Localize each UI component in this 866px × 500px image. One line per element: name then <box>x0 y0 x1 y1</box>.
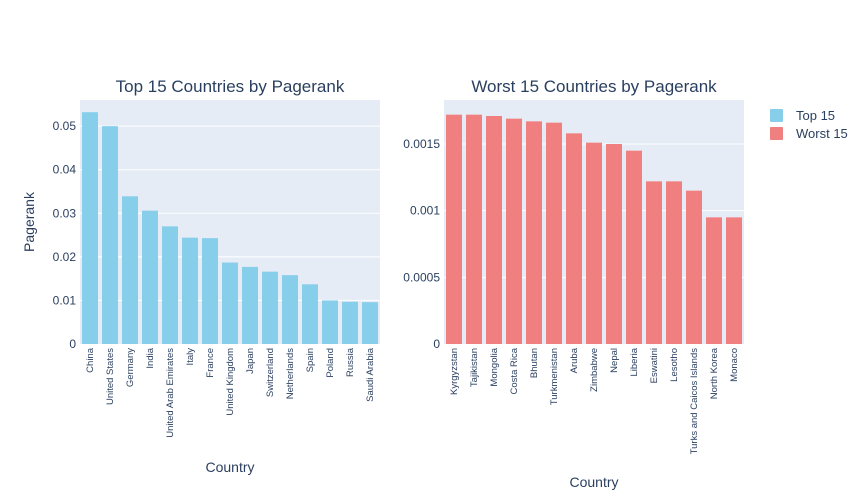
x-axis-title: Country <box>205 459 254 475</box>
bar-north-korea[interactable] <box>706 217 722 344</box>
x-tick-label: Tajikistan <box>469 348 480 387</box>
x-tick-label: Poland <box>325 348 336 378</box>
x-tick-label: Kyrgyzstan <box>449 348 460 395</box>
bar-china[interactable] <box>82 112 98 344</box>
legend-swatch <box>770 127 783 140</box>
x-tick-label: Turks and Caicos Islands <box>689 348 700 455</box>
chart-title: Worst 15 Countries by Pagerank <box>471 77 717 96</box>
y-tick-labels: 0 0.0005 0.001 0.0015 <box>403 137 440 351</box>
bar-poland[interactable] <box>322 300 338 344</box>
y-tick-label: 0 <box>69 337 76 351</box>
legend-label: Worst 15 <box>796 126 848 141</box>
x-tick-label: United Arab Emirates <box>165 348 176 438</box>
x-tick-label: Aruba <box>569 347 580 373</box>
legend-item-top15[interactable]: Top 15 <box>770 108 835 123</box>
x-tick-label: Japan <box>245 348 256 374</box>
chart-title: Top 15 Countries by Pagerank <box>116 77 345 96</box>
x-tick-label: China <box>85 347 96 373</box>
bar-series-top15 <box>82 112 378 345</box>
x-tick-label: Liberia <box>629 347 640 376</box>
bar-netherlands[interactable] <box>282 275 298 344</box>
bar-zimbabwe[interactable] <box>586 142 602 344</box>
bar-japan[interactable] <box>242 266 258 344</box>
x-tick-label: Costa Rica <box>509 347 520 394</box>
y-tick-label: 0.02 <box>53 250 77 264</box>
y-tick-label: 0.04 <box>53 163 77 177</box>
y-tick-label: 0 <box>433 337 440 351</box>
x-tick-label: India <box>145 347 156 368</box>
bar-series-worst15 <box>446 114 742 345</box>
x-tick-label: United Kingdom <box>225 348 236 416</box>
bar-spain[interactable] <box>302 284 318 344</box>
x-axis-title: Country <box>569 474 618 490</box>
bar-turks-and-caicos-islands[interactable] <box>686 190 702 344</box>
x-tick-label: Spain <box>305 348 316 372</box>
x-tick-label: Monaco <box>729 348 740 382</box>
bar-eswatini[interactable] <box>646 181 662 344</box>
x-tick-label: France <box>205 348 216 378</box>
x-tick-label: Turkmenistan <box>549 348 560 405</box>
x-tick-label: Zimbabwe <box>589 348 600 392</box>
bar-india[interactable] <box>142 210 158 344</box>
bar-lesotho[interactable] <box>666 181 682 344</box>
x-tick-label: Eswatini <box>649 348 660 383</box>
bar-liberia[interactable] <box>626 150 642 344</box>
y-tick-label: 0.001 <box>410 204 440 218</box>
bar-aruba[interactable] <box>566 133 582 344</box>
x-tick-label: Netherlands <box>285 348 296 399</box>
y-tick-label: 0.01 <box>53 293 77 307</box>
y-tick-label: 0.0005 <box>403 270 440 284</box>
bar-saudi-arabia[interactable] <box>362 302 378 344</box>
bar-united-kingdom[interactable] <box>222 262 238 344</box>
top15-subplot: 0 0.01 0.02 0.03 0.04 0.05 China United States… <box>21 77 380 475</box>
bar-costa-rica[interactable] <box>506 118 522 345</box>
x-tick-label: Nepal <box>609 348 620 373</box>
bar-united-arab-emirates[interactable] <box>162 226 178 344</box>
x-tick-labels: Kyrgyzstan Tajikistan Mongolia Costa Rica Bh… <box>449 347 740 454</box>
x-tick-label: Germany <box>125 348 136 387</box>
bar-kyrgyzstan[interactable] <box>446 114 462 345</box>
legend-swatch <box>770 109 783 122</box>
bar-mongolia[interactable] <box>486 116 502 344</box>
y-tick-label: 0.03 <box>53 206 77 220</box>
legend-item-worst15[interactable]: Worst 15 <box>770 126 848 141</box>
x-tick-label: Mongolia <box>489 347 500 386</box>
y-tick-label: 0.05 <box>53 119 77 133</box>
legend-label: Top 15 <box>796 108 835 123</box>
bar-bhutan[interactable] <box>526 121 542 344</box>
x-tick-label: Saudi Arabia <box>365 347 376 402</box>
y-tick-labels: 0 0.01 0.02 0.03 0.04 0.05 <box>53 119 77 351</box>
bar-france[interactable] <box>202 238 218 344</box>
x-tick-label: Switzerland <box>265 348 276 397</box>
x-tick-label: Bhutan <box>529 348 540 378</box>
bar-tajikistan[interactable] <box>466 114 482 345</box>
x-tick-label: United States <box>105 348 116 405</box>
legend[interactable]: Top 15 Worst 15 <box>770 108 848 141</box>
x-tick-label: North Korea <box>709 347 720 399</box>
bar-russia[interactable] <box>342 301 358 344</box>
bar-germany[interactable] <box>122 196 138 344</box>
x-tick-labels: China United States Germany India United Ara… <box>85 347 376 437</box>
bar-italy[interactable] <box>182 237 198 344</box>
bar-nepal[interactable] <box>606 144 622 344</box>
x-tick-label: Russia <box>345 347 356 377</box>
bar-switzerland[interactable] <box>262 271 278 344</box>
bar-monaco[interactable] <box>726 217 742 344</box>
y-tick-label: 0.0015 <box>403 137 440 151</box>
bar-united-states[interactable] <box>102 126 118 345</box>
x-tick-label: Italy <box>185 348 196 366</box>
worst15-subplot: 0 0.0005 0.001 0.0015 Kyrgyzstan Tajikistan M… <box>403 77 744 490</box>
y-axis-title: Pagerank <box>21 191 37 252</box>
x-tick-label: Lesotho <box>669 348 680 382</box>
bar-turkmenistan[interactable] <box>546 122 562 345</box>
